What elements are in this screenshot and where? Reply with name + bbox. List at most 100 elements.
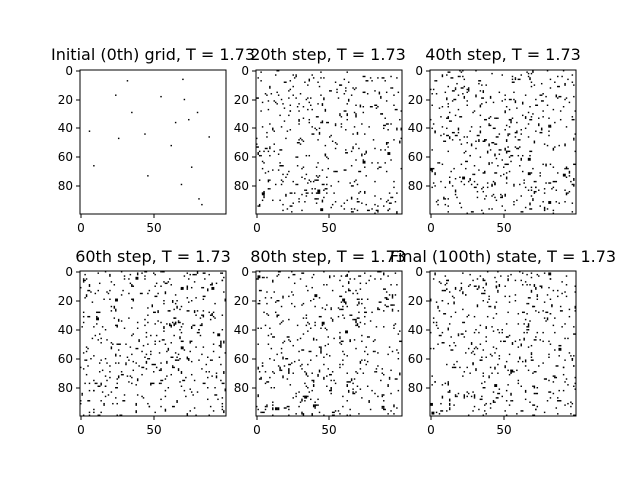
spin-cell <box>501 100 503 102</box>
spin-cell <box>555 376 558 379</box>
spin-cell <box>132 369 135 372</box>
spin-cell <box>484 198 486 200</box>
spin-cell <box>161 271 165 273</box>
spin-cell <box>82 315 85 318</box>
spin-cell <box>530 289 533 293</box>
spin-cell <box>208 136 210 138</box>
spin-cell <box>280 126 283 128</box>
spin-cell <box>182 379 186 382</box>
spin-cell <box>473 405 476 408</box>
spin-cell <box>202 272 206 274</box>
spin-cell <box>484 381 486 383</box>
spin-cell <box>263 311 265 314</box>
spin-cell <box>298 359 300 361</box>
spin-cell <box>488 143 490 147</box>
spin-cell <box>505 106 508 108</box>
spin-cell <box>277 407 280 411</box>
spin-cell <box>132 298 135 302</box>
spin-cell <box>520 157 522 161</box>
spin-cell <box>378 308 381 311</box>
spin-cell <box>329 389 332 392</box>
spin-cell <box>320 71 322 73</box>
spin-cell <box>469 372 471 374</box>
spin-cell <box>320 327 322 329</box>
spin-cell <box>330 308 332 311</box>
spin-cell <box>536 295 539 298</box>
spin-cell <box>466 212 468 214</box>
spin-cell <box>520 385 522 387</box>
spin-cell <box>298 350 300 353</box>
spin-cell <box>282 203 284 206</box>
spin-cell <box>432 167 435 170</box>
spin-cell <box>383 127 385 130</box>
spin-cell <box>397 333 400 335</box>
spin-cell <box>164 389 167 392</box>
spin-cell <box>399 118 401 121</box>
spin-cell <box>529 208 533 210</box>
spin-cell <box>179 308 181 311</box>
spin-cell <box>274 311 277 314</box>
spin-cell <box>267 314 270 316</box>
panel-title: 20th step, T = 1.73 <box>250 45 406 64</box>
spin-cell <box>106 339 108 341</box>
y-tick-label: 80 <box>234 179 249 193</box>
spin-cell <box>543 209 546 212</box>
spin-cell <box>88 389 91 392</box>
spin-cell <box>116 402 118 405</box>
spin-cell <box>548 286 550 289</box>
spin-cell <box>161 339 165 341</box>
spin-cell <box>343 301 346 303</box>
spin-cell <box>486 186 489 189</box>
spin-cell <box>307 84 309 86</box>
spin-cell <box>311 276 313 279</box>
spin-cell <box>199 334 202 337</box>
spin-cell <box>397 389 400 392</box>
spin-cell <box>198 359 200 361</box>
spin-cell <box>469 284 471 286</box>
x-axis: 0 50 <box>427 416 512 437</box>
spin-cell <box>549 78 552 81</box>
spin-cell <box>324 153 327 157</box>
spin-cell <box>527 189 530 191</box>
spin-cell <box>393 186 395 189</box>
spin-cell <box>326 284 328 286</box>
spin-cell <box>558 202 560 204</box>
spin-cell <box>334 123 337 125</box>
spin-cell <box>554 121 556 124</box>
spin-cell <box>454 114 457 117</box>
spin-cell <box>465 294 467 296</box>
spin-cell <box>460 163 463 166</box>
spin-cell <box>326 375 328 377</box>
spin-cell <box>564 381 566 383</box>
spin-cell <box>267 334 270 337</box>
spin-cell <box>559 305 562 308</box>
spin-cell <box>185 395 187 398</box>
spin-cell <box>304 201 306 203</box>
spin-cell <box>469 130 471 132</box>
spin-cell <box>342 405 344 408</box>
spin-cell <box>347 281 350 285</box>
spin-cell <box>507 133 509 135</box>
spin-cell <box>326 192 328 194</box>
spin-cell <box>289 340 292 343</box>
spin-cell <box>500 196 503 199</box>
spin-cell <box>132 360 135 363</box>
spin-cell <box>286 173 289 176</box>
spin-cell <box>189 342 191 344</box>
panel-title: 40th step, T = 1.73 <box>425 45 581 64</box>
spin-cell <box>501 395 503 398</box>
spin-cell <box>377 307 379 311</box>
spin-cell <box>456 196 458 199</box>
spin-cell <box>552 166 555 168</box>
spin-cell <box>451 139 454 141</box>
spin-cell <box>466 104 468 106</box>
spin-cell <box>144 133 146 135</box>
spin-cell <box>330 379 332 382</box>
spin-cell <box>481 97 485 99</box>
spin-cell <box>82 311 85 314</box>
spin-cell <box>558 144 560 147</box>
spin-cell <box>479 343 482 345</box>
spin-cell <box>291 302 293 305</box>
spin-cell <box>301 411 303 415</box>
spin-cell <box>375 326 378 328</box>
